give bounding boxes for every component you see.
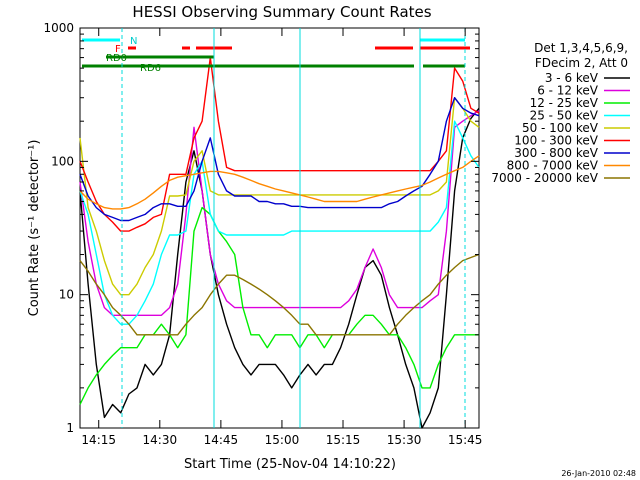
legend-header-line-1: Det 1,3,4,5,6,9, bbox=[534, 41, 628, 55]
plot-frame bbox=[79, 27, 480, 429]
x-tick-label-4: 15:15 bbox=[326, 433, 361, 447]
legend-label-1: 6 - 12 keV bbox=[537, 84, 599, 98]
y-tick-label-1: 10 bbox=[59, 288, 74, 302]
series-line-0 bbox=[79, 107, 480, 429]
legend-label-2: 12 - 25 keV bbox=[530, 96, 599, 110]
series-line-6 bbox=[79, 96, 480, 222]
legend-label-6: 300 - 800 keV bbox=[514, 146, 598, 160]
legend-label-7: 800 - 7000 keV bbox=[507, 159, 599, 173]
legend-label-4: 50 - 100 keV bbox=[522, 121, 599, 135]
x-tick-label-3: 15:00 bbox=[265, 433, 300, 447]
series-line-3 bbox=[79, 120, 480, 325]
y-axis-label: Count Rate (s⁻¹ detector⁻¹) bbox=[27, 140, 42, 317]
chart-title: HESSI Observing Summary Count Rates bbox=[132, 3, 431, 21]
x-tick-label-0: 14:15 bbox=[81, 433, 116, 447]
ticks-group: 1 10 100 1000 14:15 14:30 14:45 15:00 15:15 15:30… bbox=[43, 21, 482, 447]
legend-label-3: 25 - 50 keV bbox=[530, 109, 599, 123]
y-tick-label-3: 1000 bbox=[43, 21, 74, 35]
series-group bbox=[79, 56, 480, 429]
x-tick-label-2: 14:45 bbox=[204, 433, 239, 447]
x-tick-label-1: 14:30 bbox=[143, 433, 178, 447]
legend-label-8: 7000 - 20000 keV bbox=[491, 171, 598, 185]
series-line-1 bbox=[79, 110, 480, 316]
legend-header-line-2: FDecim 2, Att 0 bbox=[535, 56, 628, 70]
flag-label-n: N bbox=[130, 36, 137, 47]
series-line-8 bbox=[79, 253, 480, 336]
flag-label-f: F bbox=[115, 44, 121, 55]
series-line-5 bbox=[79, 56, 480, 232]
series-line-7 bbox=[79, 155, 480, 210]
y-tick-label-0: 1 bbox=[66, 421, 74, 435]
footer-timestamp: 26-Jan-2010 02:48 bbox=[561, 469, 636, 478]
y-tick-label-2: 100 bbox=[51, 154, 74, 168]
x-tick-label-5: 15:30 bbox=[387, 433, 422, 447]
series-line-4 bbox=[79, 96, 480, 296]
legend: Det 1,3,4,5,6,9, FDecim 2, Att 0 3 - 6 k… bbox=[491, 41, 630, 185]
flag-label-rd6: RD6 bbox=[140, 63, 161, 74]
legend-label-5: 100 - 300 keV bbox=[514, 134, 598, 148]
series-line-2 bbox=[79, 206, 479, 405]
x-tick-label-6: 15:45 bbox=[448, 433, 483, 447]
flag-label-rd0: RD0 bbox=[106, 53, 127, 64]
flags-group bbox=[82, 28, 470, 428]
x-axis-label: Start Time (25-Nov-04 14:10:22) bbox=[184, 457, 396, 472]
legend-label-0: 3 - 6 keV bbox=[545, 71, 599, 85]
